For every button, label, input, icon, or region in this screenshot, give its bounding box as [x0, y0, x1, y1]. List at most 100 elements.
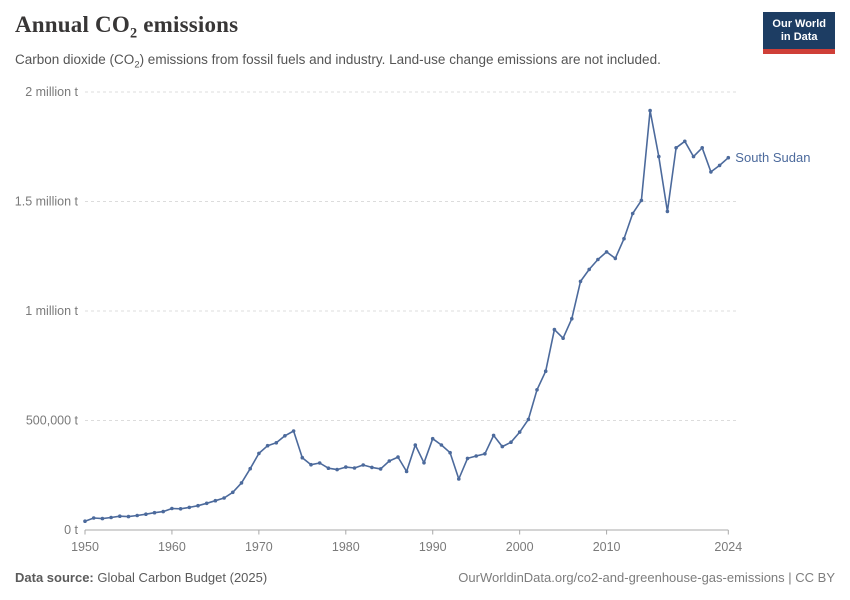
data-point-marker: [465, 456, 470, 461]
x-tick-label: 2000: [506, 540, 534, 554]
data-point-marker: [543, 369, 548, 374]
y-tick-label: 2 million t: [25, 85, 78, 99]
data-source: Data source: Global Carbon Budget (2025): [15, 570, 267, 585]
series-south-sudan: South Sudan: [83, 108, 810, 523]
data-point-marker: [709, 170, 713, 174]
data-point-marker: [118, 514, 122, 518]
data-point-marker: [352, 466, 357, 470]
chart-subtitle: Carbon dioxide (CO2) emissions from foss…: [15, 52, 661, 71]
data-point-marker: [109, 515, 113, 520]
owid-logo[interactable]: Our World in Data: [763, 12, 835, 54]
x-tick-label: 2024: [714, 540, 742, 554]
data-source-value: Global Carbon Budget (2025): [93, 570, 268, 585]
data-point-marker: [491, 433, 496, 438]
data-point-marker: [231, 490, 235, 495]
data-point-marker: [257, 451, 261, 456]
data-point-marker: [457, 477, 461, 481]
data-point-marker: [430, 436, 435, 441]
data-point-marker: [274, 441, 279, 445]
data-point-marker: [370, 465, 374, 470]
footer-citation-link[interactable]: OurWorldinData.org/co2-and-greenhouse-ga…: [458, 570, 835, 585]
data-point-marker: [361, 463, 366, 467]
data-point-marker: [596, 257, 600, 262]
data-point-marker: [691, 154, 696, 159]
data-point-marker: [144, 512, 148, 516]
page-title: Annual CO2 emissions: [15, 12, 239, 42]
data-point-marker: [378, 467, 383, 471]
data-point-marker: [570, 316, 574, 321]
data-point-marker: [630, 211, 635, 216]
data-point-marker: [552, 327, 557, 332]
data-point-marker: [178, 507, 183, 511]
data-point-marker: [561, 336, 565, 341]
data-point-marker: [474, 454, 479, 458]
subtitle-subscript: 2: [134, 59, 140, 71]
data-point-marker: [526, 417, 531, 422]
entity-label: South Sudan: [735, 150, 810, 165]
logo-line-1: Our World: [772, 18, 826, 30]
data-point-marker: [317, 461, 322, 465]
data-point-marker: [396, 455, 400, 459]
y-tick-label: 1.5 million t: [15, 195, 79, 209]
x-tick-label: 1950: [71, 540, 99, 554]
data-point-marker: [300, 455, 305, 460]
x-tick-label: 1980: [332, 540, 360, 554]
logo-line-2: in Data: [780, 31, 818, 43]
x-tick-label: 1960: [158, 540, 186, 554]
data-point-marker: [613, 256, 618, 261]
data-point-marker: [135, 513, 139, 518]
data-point-marker: [283, 434, 287, 438]
data-point-marker: [639, 198, 644, 203]
data-point-marker: [700, 146, 704, 150]
data-point-marker: [726, 155, 731, 160]
x-axis: 1950 1960 1970 1980 1990 2000 2010 2024: [71, 530, 742, 554]
data-point-marker: [500, 444, 505, 449]
data-point-marker: [309, 462, 313, 467]
y-tick-label: 1 million t: [25, 304, 78, 318]
data-point-marker: [657, 154, 661, 159]
data-point-marker: [604, 250, 609, 254]
data-point-marker: [413, 443, 418, 447]
data-point-marker: [100, 516, 105, 521]
x-tick-label: 1970: [245, 540, 273, 554]
y-tick-label: 0 t: [64, 523, 78, 537]
data-point-marker: [439, 443, 444, 447]
data-point-marker: [448, 450, 452, 455]
data-point-marker: [213, 498, 218, 503]
data-point-marker: [335, 467, 339, 472]
x-tick-label: 1990: [419, 540, 447, 554]
y-gridlines: 0 t 500,000 t 1 million t 1.5 million t 2 mi…: [15, 85, 737, 537]
data-point-marker: [509, 440, 513, 445]
data-point-marker: [683, 139, 687, 144]
data-point-marker: [483, 452, 487, 456]
data-source-label: Data source:: [15, 570, 94, 585]
data-point-marker: [665, 209, 670, 214]
data-point-marker: [674, 146, 678, 150]
data-point-marker: [187, 505, 192, 510]
data-point-marker: [170, 506, 174, 511]
data-point-marker: [222, 496, 226, 500]
data-point-marker: [248, 466, 252, 471]
data-point-marker: [161, 509, 165, 514]
x-tick-label: 2010: [593, 540, 621, 554]
title-subscript: 2: [129, 25, 138, 42]
data-point-marker: [717, 163, 722, 168]
data-point-marker: [83, 519, 87, 523]
emissions-line: [84, 109, 730, 522]
data-point-marker: [344, 465, 348, 469]
data-point-marker: [517, 430, 522, 434]
data-point-marker: [152, 510, 157, 515]
data-point-marker: [587, 267, 591, 272]
data-point-marker: [91, 516, 96, 520]
data-point-marker: [291, 429, 296, 433]
data-point-marker: [648, 108, 652, 113]
data-point-marker: [535, 388, 539, 392]
data-point-marker: [326, 466, 331, 471]
data-point-marker: [622, 236, 626, 241]
y-tick-label: 500,000 t: [26, 414, 79, 428]
data-point-marker: [422, 461, 426, 465]
data-point-marker: [578, 279, 583, 284]
data-point-marker: [196, 503, 200, 508]
